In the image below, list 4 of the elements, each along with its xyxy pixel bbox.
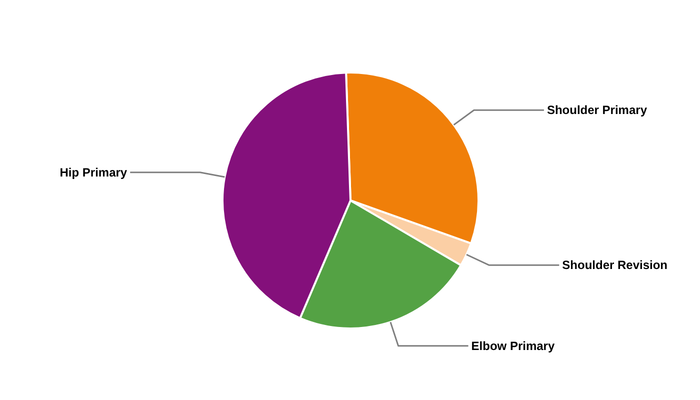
slice-label: Shoulder Primary [546,103,648,118]
slice-label: Hip Primary [60,165,128,180]
slice-label: Elbow Primary [471,338,555,353]
slice-label: Shoulder Revision [562,258,668,272]
